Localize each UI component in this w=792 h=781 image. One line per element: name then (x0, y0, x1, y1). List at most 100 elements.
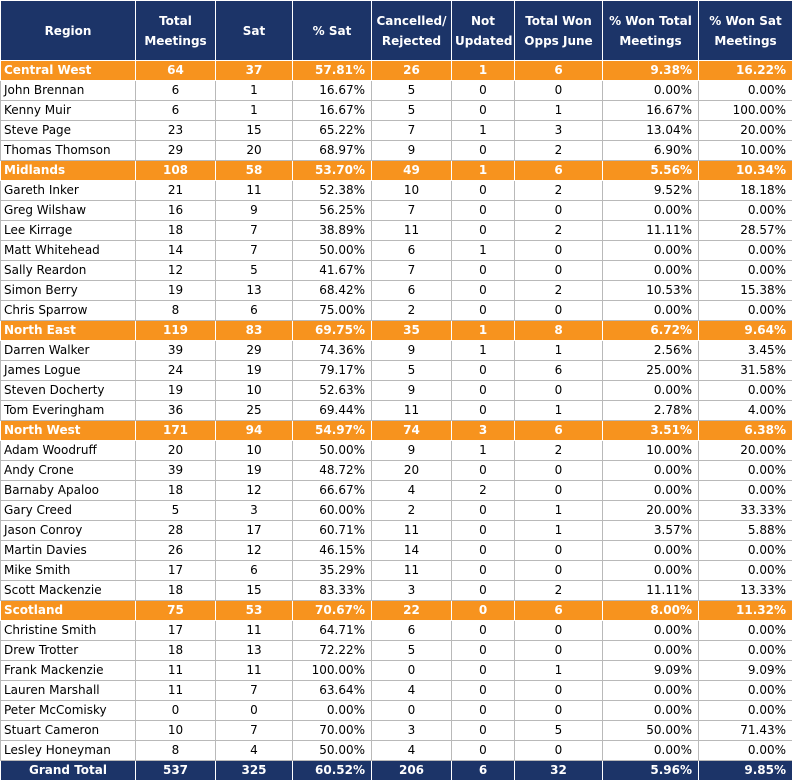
person-pct-won-total-cell: 16.67% (602, 100, 699, 121)
person-not-updated-cell: 0 (451, 220, 515, 241)
person-pct-won-sat-cell: 0.00% (698, 260, 792, 281)
person-total-won-opps-cell: 1 (514, 660, 603, 681)
person-row: Chris Sparrow 8 6 75.00% 2 0 0 0.00% 0.00% (0, 300, 792, 321)
person-not-updated-cell: 0 (451, 720, 515, 741)
person-name-cell: Lesley Honeyman (0, 740, 136, 761)
person-total-won-opps-cell: 3 (514, 120, 603, 141)
person-not-updated-cell: 0 (451, 640, 515, 661)
person-sat-cell: 4 (215, 740, 293, 761)
person-not-updated-cell: 0 (451, 520, 515, 541)
region-total-meetings-cell: 108 (135, 160, 216, 181)
header-cancelled-rejected: Cancelled/ Rejected (371, 0, 452, 61)
person-name-cell: Jason Conroy (0, 520, 136, 541)
region-row: Midlands 108 58 53.70% 49 1 6 5.56% 10.34% (0, 160, 792, 181)
person-pct-won-total-cell: 0.00% (602, 80, 699, 101)
region-cancelled-rejected-cell: 22 (371, 600, 452, 621)
person-pct-sat-cell: 100.00% (292, 660, 372, 681)
person-total-won-opps-cell: 0 (514, 80, 603, 101)
region-not-updated-cell: 0 (451, 600, 515, 621)
person-row: Thomas Thomson 29 20 68.97% 9 0 2 6.90% 10.00% (0, 140, 792, 161)
person-row: Sally Reardon 12 5 41.67% 7 0 0 0.00% 0.00% (0, 260, 792, 281)
person-pct-sat-cell: 66.67% (292, 480, 372, 501)
person-name-cell: Scott Mackenzie (0, 580, 136, 601)
person-row: Christine Smith 17 11 64.71% 6 0 0 0.00% 0.00% (0, 620, 792, 641)
person-name-cell: Kenny Muir (0, 100, 136, 121)
person-pct-won-total-cell: 11.11% (602, 580, 699, 601)
header-pct-won-total: % Won Total Meetings (602, 0, 699, 61)
region-pct-sat-cell: 54.97% (292, 420, 372, 441)
person-total-won-opps-cell: 0 (514, 200, 603, 221)
person-pct-won-sat-cell: 20.00% (698, 440, 792, 461)
person-cancelled-rejected-cell: 5 (371, 100, 452, 121)
person-name-cell: Darren Walker (0, 340, 136, 361)
region-pct-won-total-cell: 8.00% (602, 600, 699, 621)
person-pct-sat-cell: 68.42% (292, 280, 372, 301)
header-row: Region Total Meetings Sat % Sat Cancelle… (0, 0, 792, 61)
person-sat-cell: 9 (215, 200, 293, 221)
person-pct-won-total-cell: 6.90% (602, 140, 699, 161)
person-not-updated-cell: 0 (451, 280, 515, 301)
header-total-won-opps: Total Won Opps June (514, 0, 603, 61)
person-not-updated-cell: 1 (451, 440, 515, 461)
person-sat-cell: 12 (215, 540, 293, 561)
person-pct-won-sat-cell: 0.00% (698, 460, 792, 481)
person-total-meetings-cell: 11 (135, 660, 216, 681)
person-pct-sat-cell: 38.89% (292, 220, 372, 241)
person-pct-won-sat-cell: 20.00% (698, 120, 792, 141)
person-cancelled-rejected-cell: 6 (371, 280, 452, 301)
person-name-cell: Gareth Inker (0, 180, 136, 201)
person-pct-won-sat-cell: 100.00% (698, 100, 792, 121)
person-pct-won-total-cell: 0.00% (602, 560, 699, 581)
person-name-cell: James Logue (0, 360, 136, 381)
region-total-meetings-cell: 75 (135, 600, 216, 621)
region-cancelled-rejected-cell: 35 (371, 320, 452, 341)
person-name-cell: Frank Mackenzie (0, 660, 136, 681)
person-sat-cell: 25 (215, 400, 293, 421)
person-pct-sat-cell: 50.00% (292, 440, 372, 461)
person-pct-won-total-cell: 10.53% (602, 280, 699, 301)
person-name-cell: Simon Berry (0, 280, 136, 301)
person-not-updated-cell: 0 (451, 80, 515, 101)
person-name-cell: Mike Smith (0, 560, 136, 581)
person-cancelled-rejected-cell: 4 (371, 740, 452, 761)
person-pct-sat-cell: 46.15% (292, 540, 372, 561)
person-pct-sat-cell: 63.64% (292, 680, 372, 701)
header-region: Region (0, 0, 136, 61)
person-cancelled-rejected-cell: 3 (371, 720, 452, 741)
person-row: Simon Berry 19 13 68.42% 6 0 2 10.53% 15.38% (0, 280, 792, 301)
person-name-cell: Barnaby Apaloo (0, 480, 136, 501)
person-cancelled-rejected-cell: 14 (371, 540, 452, 561)
person-pct-won-sat-cell: 0.00% (698, 380, 792, 401)
person-cancelled-rejected-cell: 10 (371, 180, 452, 201)
person-not-updated-cell: 0 (451, 560, 515, 581)
region-total-won-opps-cell: 6 (514, 60, 603, 81)
grand-total-row: Grand Total 537 325 60.52% 206 6 32 5.96… (0, 760, 792, 781)
person-pct-won-total-cell: 0.00% (602, 260, 699, 281)
person-pct-won-total-cell: 0.00% (602, 300, 699, 321)
person-pct-sat-cell: 52.38% (292, 180, 372, 201)
person-pct-won-sat-cell: 3.45% (698, 340, 792, 361)
person-not-updated-cell: 0 (451, 620, 515, 641)
person-pct-won-sat-cell: 28.57% (698, 220, 792, 241)
person-row: Lesley Honeyman 8 4 50.00% 4 0 0 0.00% 0.00% (0, 740, 792, 761)
person-total-won-opps-cell: 2 (514, 580, 603, 601)
person-total-won-opps-cell: 1 (514, 100, 603, 121)
person-sat-cell: 0 (215, 700, 293, 721)
person-total-won-opps-cell: 2 (514, 440, 603, 461)
person-pct-won-total-cell: 0.00% (602, 200, 699, 221)
person-total-meetings-cell: 20 (135, 440, 216, 461)
person-not-updated-cell: 0 (451, 580, 515, 601)
person-total-won-opps-cell: 2 (514, 280, 603, 301)
person-pct-won-total-cell: 0.00% (602, 680, 699, 701)
person-pct-sat-cell: 68.97% (292, 140, 372, 161)
region-total-won-opps-cell: 8 (514, 320, 603, 341)
person-total-meetings-cell: 12 (135, 260, 216, 281)
person-total-meetings-cell: 0 (135, 700, 216, 721)
region-total-won-opps-cell: 6 (514, 160, 603, 181)
person-sat-cell: 3 (215, 500, 293, 521)
person-sat-cell: 20 (215, 140, 293, 161)
person-total-won-opps-cell: 0 (514, 460, 603, 481)
person-pct-sat-cell: 16.67% (292, 80, 372, 101)
person-pct-won-sat-cell: 15.38% (698, 280, 792, 301)
person-pct-won-sat-cell: 0.00% (698, 620, 792, 641)
